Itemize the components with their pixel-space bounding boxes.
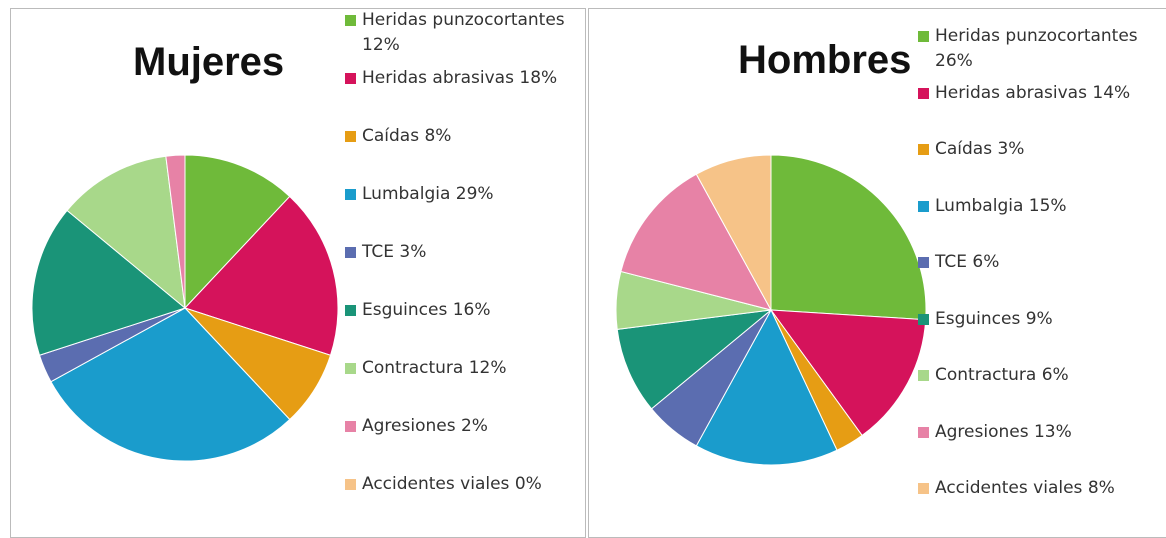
legend-entry: Caídas 8% bbox=[345, 124, 577, 149]
legend-entry: Accidentes viales 0% bbox=[345, 472, 577, 497]
pie-slice bbox=[695, 154, 772, 311]
legend-entry: Lumbalgia 29% bbox=[345, 182, 577, 207]
pie-slice bbox=[184, 195, 339, 356]
pie-slice bbox=[50, 307, 291, 462]
legend-swatch bbox=[345, 305, 356, 316]
legend-swatch bbox=[345, 73, 356, 84]
legend-value: 2% bbox=[460, 416, 488, 436]
legend-label: Lumbalgia bbox=[362, 184, 451, 204]
legend-value: 6% bbox=[1041, 365, 1069, 385]
legend-label: TCE bbox=[362, 242, 394, 262]
legend-value: 26% bbox=[935, 51, 973, 71]
legend-label: Heridas abrasivas bbox=[362, 68, 514, 88]
legend-value: 3% bbox=[997, 139, 1025, 159]
legend-entry: Caídas 3% bbox=[918, 137, 1163, 162]
legend-label: Esguinces bbox=[935, 308, 1021, 329]
legend-value: 18% bbox=[519, 68, 558, 88]
legend-label: Heridas abrasivas bbox=[935, 82, 1087, 103]
legend-swatch bbox=[918, 87, 929, 99]
legend-label: Caídas bbox=[362, 126, 420, 146]
legend-swatch bbox=[918, 483, 929, 494]
legend-label: Agresiones bbox=[362, 416, 456, 436]
legend-swatch bbox=[345, 479, 356, 490]
legend-value: 0% bbox=[514, 474, 542, 494]
charts bbox=[31, 154, 927, 466]
legend-entry: Contractura 12% bbox=[345, 356, 577, 381]
legend-entry: Heridas punzocortantes 26% bbox=[918, 24, 1163, 74]
legend-swatch bbox=[918, 200, 929, 212]
legend-label: Contractura bbox=[935, 365, 1037, 385]
legend-swatch bbox=[345, 189, 356, 200]
legend-value: 15% bbox=[1028, 195, 1067, 216]
legend-label: Caídas bbox=[935, 139, 993, 159]
legend-value: 14% bbox=[1092, 82, 1131, 103]
legend-value: 6% bbox=[972, 252, 1000, 272]
legend-value: 8% bbox=[424, 126, 452, 146]
pie-slice bbox=[184, 154, 291, 310]
legend-entry: Esguinces 16% bbox=[345, 298, 577, 323]
legend-swatch bbox=[345, 421, 356, 432]
legend-value: 13% bbox=[1033, 421, 1072, 442]
legend-swatch bbox=[345, 131, 356, 142]
legend-entry: Lumbalgia 15% bbox=[918, 194, 1163, 219]
legend-swatch bbox=[345, 247, 356, 258]
legend-entry: Heridas punzocortantes 12% bbox=[345, 8, 577, 58]
pie-slice bbox=[770, 154, 927, 321]
legend-label: Heridas punzocortantes bbox=[935, 26, 1138, 46]
pie-slice bbox=[616, 309, 773, 410]
legend-entry: TCE 6% bbox=[918, 250, 1163, 275]
pie-slice bbox=[66, 155, 186, 310]
legend-label: Lumbalgia bbox=[935, 195, 1024, 216]
legend-swatch bbox=[918, 426, 929, 438]
legend-label: Contractura bbox=[362, 358, 464, 378]
legend-entry: TCE 3% bbox=[345, 240, 577, 265]
legend-label: Esguinces bbox=[362, 300, 448, 320]
pie-slice bbox=[31, 209, 187, 356]
legend-swatch bbox=[918, 144, 929, 155]
legend-entry: Agresiones 2% bbox=[345, 414, 577, 439]
pie-slice bbox=[769, 309, 927, 437]
legend-value: 12% bbox=[468, 358, 507, 378]
legend-label: Accidentes viales bbox=[362, 474, 510, 494]
legend-swatch bbox=[918, 313, 929, 325]
chart-title: Mujeres bbox=[133, 40, 285, 84]
pie-slice bbox=[620, 173, 772, 311]
legend-value: 12% bbox=[362, 35, 400, 55]
chart-title: Hombres bbox=[738, 38, 912, 82]
legend-entry: Esguinces 9% bbox=[918, 307, 1163, 332]
legend-value: 9% bbox=[1025, 308, 1053, 329]
page: Mujeres Heridas punzocortantes 12% Heridas… bbox=[10, 8, 1166, 538]
legend-entry: Accidentes viales 8% bbox=[918, 476, 1163, 501]
legend-value: 29% bbox=[455, 184, 494, 204]
legend-swatch bbox=[918, 31, 929, 42]
legend-label: TCE bbox=[935, 252, 967, 272]
pie-slice bbox=[695, 308, 838, 466]
legend-value: 8% bbox=[1087, 478, 1115, 498]
legend-entry: Contractura 6% bbox=[918, 363, 1163, 388]
legend-label: Heridas punzocortantes bbox=[362, 10, 565, 30]
legend-value: 16% bbox=[452, 300, 491, 320]
legend-label: Agresiones bbox=[935, 421, 1029, 442]
legend-label: Accidentes viales bbox=[935, 478, 1083, 498]
legend-entry: Agresiones 13% bbox=[918, 420, 1163, 445]
legend-swatch bbox=[918, 257, 929, 268]
legend-value: 3% bbox=[399, 242, 427, 262]
legend-swatch bbox=[918, 370, 929, 381]
legend-swatch bbox=[345, 363, 356, 374]
legend-entry: Heridas abrasivas 18% bbox=[345, 66, 577, 91]
legend-swatch bbox=[345, 15, 356, 26]
legend-entry: Heridas abrasivas 14% bbox=[918, 81, 1163, 106]
